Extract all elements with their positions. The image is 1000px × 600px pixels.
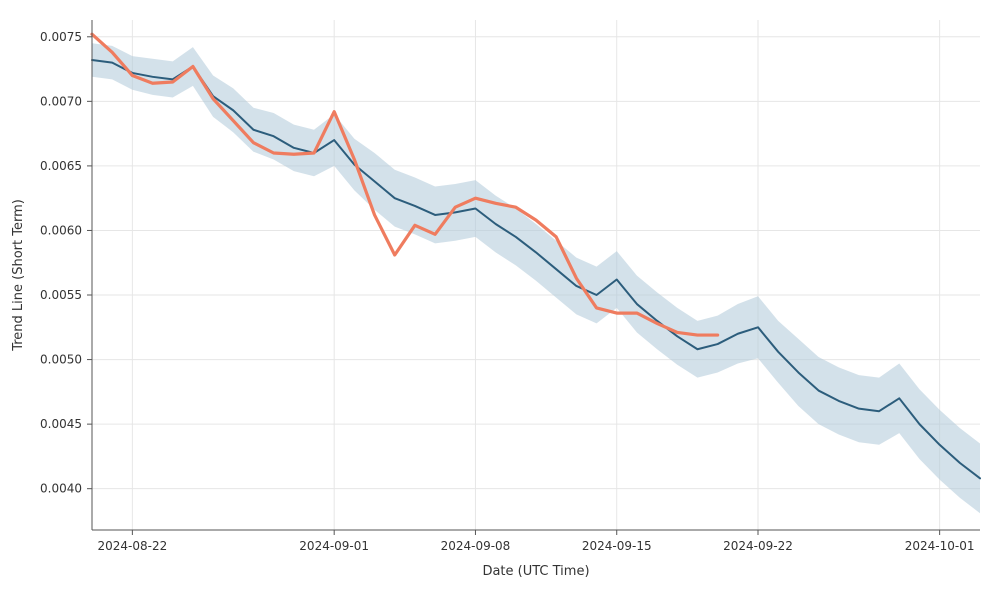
x-tick-label: 2024-09-15 [582, 539, 652, 553]
x-tick-label: 2024-08-22 [97, 539, 167, 553]
x-tick-label: 2024-09-08 [441, 539, 511, 553]
y-axis-label: Trend Line (Short Term) [11, 199, 26, 352]
x-axis-label: Date (UTC Time) [482, 564, 589, 579]
y-tick-label: 0.0055 [40, 288, 82, 302]
y-tick-label: 0.0045 [40, 417, 82, 431]
y-tick-label: 0.0050 [40, 353, 82, 367]
x-tick-label: 2024-09-22 [723, 539, 793, 553]
y-tick-label: 0.0065 [40, 159, 82, 173]
y-tick-label: 0.0075 [40, 30, 82, 44]
y-tick-label: 0.0070 [40, 94, 82, 108]
x-tick-label: 2024-10-01 [905, 539, 975, 553]
chart-svg: 2024-08-22 2024-09-01 2024-09-08 2024-09-15… [0, 0, 1000, 600]
x-tick-label: 2024-09-01 [299, 539, 369, 553]
y-tick-label: 0.0060 [40, 223, 82, 237]
trend-chart: 2024-08-22 2024-09-01 2024-09-08 2024-09-15… [0, 0, 1000, 600]
y-tick-label: 0.0040 [40, 482, 82, 496]
